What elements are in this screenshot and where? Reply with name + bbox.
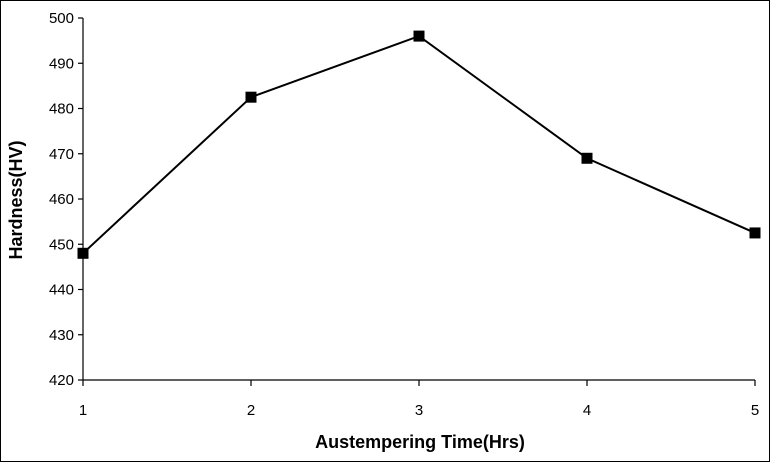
y-tick-label: 440: [49, 282, 74, 299]
y-tick-label: 470: [49, 146, 74, 163]
y-tick-label: 430: [49, 327, 74, 344]
y-axis-title: Hardness(HV): [6, 140, 26, 259]
y-tick-label: 420: [49, 372, 74, 389]
y-tick-label: 450: [49, 236, 74, 253]
data-point-marker: [413, 30, 425, 42]
y-tick-label: 500: [49, 10, 74, 27]
series: [77, 30, 761, 259]
x-tick-label: 2: [247, 402, 255, 419]
x-tick-label: 3: [415, 402, 423, 419]
y-axis: 420 430 440 450 460 470 480 490 500: [49, 10, 84, 389]
data-point-marker: [581, 152, 593, 164]
y-tick-label: 490: [49, 55, 74, 72]
x-tick-label: 5: [751, 402, 759, 419]
series-line: [82, 34, 756, 255]
y-tick-label: 480: [49, 101, 74, 118]
data-point-marker: [77, 247, 89, 259]
data-point-marker: [749, 227, 761, 239]
x-tick-label: 4: [583, 402, 591, 419]
data-point-marker: [245, 91, 257, 103]
y-tick-label: 460: [49, 191, 74, 208]
x-axis-title: Austempering Time(Hrs): [315, 432, 525, 452]
x-tick-label: 1: [79, 402, 87, 419]
x-axis: 1 2 3 4 5: [79, 379, 759, 419]
